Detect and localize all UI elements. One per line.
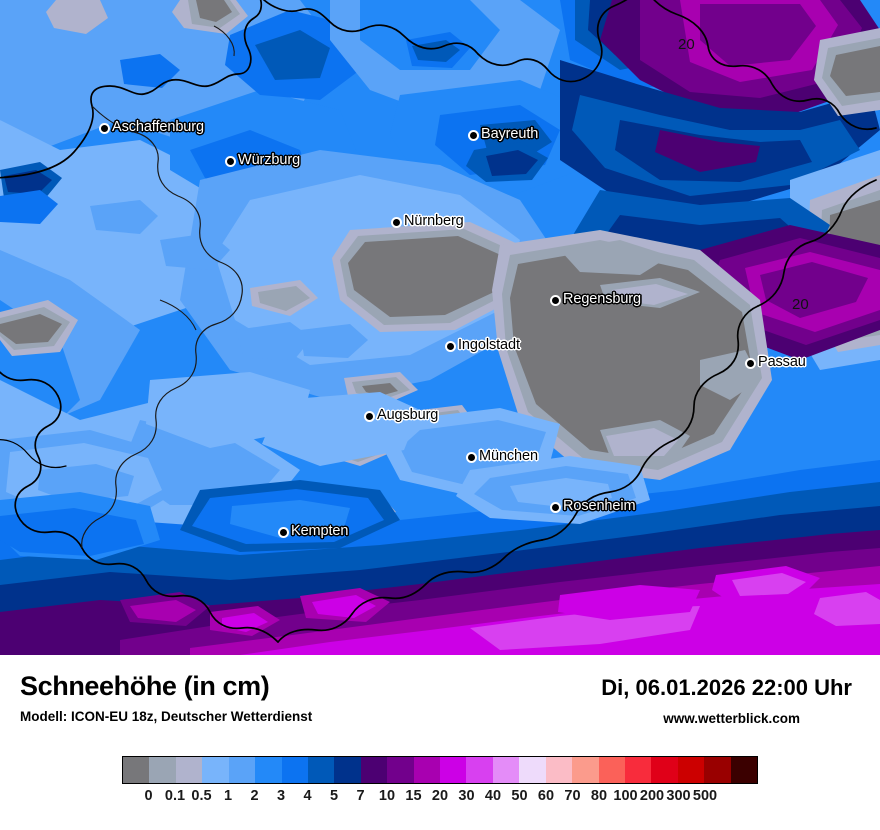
colorbar-tick: 4 bbox=[303, 788, 312, 804]
city-marker-dot bbox=[279, 528, 287, 536]
city-marker-dot bbox=[100, 124, 108, 132]
colorbar-tick: 15 bbox=[405, 788, 422, 804]
colorbar-swatch bbox=[307, 757, 335, 783]
colorbar-tick: 60 bbox=[537, 788, 555, 804]
colorbar-tick: 0.1 bbox=[164, 788, 186, 804]
colorbar-swatch bbox=[149, 757, 176, 783]
colorbar-tick: 7 bbox=[356, 788, 365, 804]
colorbar-swatch bbox=[730, 757, 758, 783]
colorbar-tick: 100 bbox=[613, 788, 638, 804]
colorbar-swatch bbox=[123, 757, 150, 783]
colorbar-swatch bbox=[255, 757, 282, 783]
colorbar-tick: 30 bbox=[458, 788, 475, 804]
colorbar-swatch bbox=[704, 757, 731, 783]
colorbar-swatch bbox=[281, 757, 308, 783]
colorbar-swatch bbox=[440, 757, 467, 783]
colorbar-swatch bbox=[360, 757, 388, 783]
city-marker-dot bbox=[392, 218, 400, 226]
colorbar-swatch bbox=[572, 757, 599, 783]
map-footer: Schneehöhe (in cm) Modell: ICON-EU 18z, … bbox=[0, 655, 880, 830]
colorbar-swatches bbox=[122, 756, 758, 784]
colorbar-swatch bbox=[625, 757, 652, 783]
city-marker-dot bbox=[746, 359, 754, 367]
colorbar-swatch bbox=[677, 757, 705, 783]
colorbar-tick: 5 bbox=[329, 788, 339, 804]
colorbar-tick-labels: 0 0.1 0.5 1 2 3 4 5 7 10 15 20 30 40 50 60 70 80 100 200 300… bbox=[122, 788, 758, 814]
colorbar-swatch bbox=[466, 757, 493, 783]
colorbar-tick: 3 bbox=[276, 788, 286, 804]
colorbar-tick: 1 bbox=[223, 788, 233, 804]
colorbar-swatch bbox=[413, 757, 441, 783]
colorbar-swatch bbox=[545, 757, 573, 783]
colorbar-tick: 300 bbox=[666, 788, 691, 804]
map-canvas bbox=[0, 0, 880, 655]
colorbar-tick: 200 bbox=[639, 788, 665, 804]
snow-depth-map[interactable]: Aschaffenburg Würzburg Bayreuth Nürnberg Reg… bbox=[0, 0, 880, 655]
city-marker-dot bbox=[467, 453, 475, 461]
colorbar-swatch bbox=[334, 757, 361, 783]
city-marker-dot bbox=[551, 296, 559, 304]
colorbar-tick: 20 bbox=[431, 788, 449, 804]
colorbar-tick: 2 bbox=[250, 788, 259, 804]
colorbar-swatch bbox=[202, 757, 229, 783]
colorbar-tick: 0.5 bbox=[191, 788, 212, 804]
city-marker-dot bbox=[365, 412, 373, 420]
model-subtitle: Modell: ICON-EU 18z, Deutscher Wetterdie… bbox=[20, 709, 313, 724]
colorbar-swatch bbox=[598, 757, 626, 783]
colorbar-tick: 80 bbox=[590, 788, 608, 804]
forecast-timestamp: Di, 06.01.2026 22:00 Uhr bbox=[601, 675, 852, 700]
colorbar-swatch bbox=[519, 757, 546, 783]
colorbar-swatch bbox=[651, 757, 678, 783]
colorbar-tick: 500 bbox=[692, 788, 718, 804]
colorbar-tick: 50 bbox=[511, 788, 528, 804]
colorbar-tick: 40 bbox=[484, 788, 502, 804]
city-marker-dot bbox=[469, 131, 477, 139]
colorbar-swatch bbox=[228, 757, 256, 783]
colorbar-tick: 10 bbox=[378, 788, 396, 804]
colorbar-tick: 70 bbox=[564, 788, 581, 804]
city-marker-dot bbox=[226, 157, 234, 165]
colorbar-swatch bbox=[387, 757, 414, 783]
colorbar-tick: 0 bbox=[144, 788, 153, 804]
city-marker-dot bbox=[551, 503, 559, 511]
colorbar-swatch bbox=[492, 757, 520, 783]
city-marker-dot bbox=[446, 342, 454, 350]
website-credit: www.wetterblick.com bbox=[663, 711, 800, 726]
colorbar-legend: 0 0.1 0.5 1 2 3 4 5 7 10 15 20 30 40 50 60 70 80 100 200 300… bbox=[122, 756, 758, 814]
colorbar-swatch bbox=[175, 757, 203, 783]
page-title: Schneehöhe (in cm) bbox=[20, 671, 270, 701]
